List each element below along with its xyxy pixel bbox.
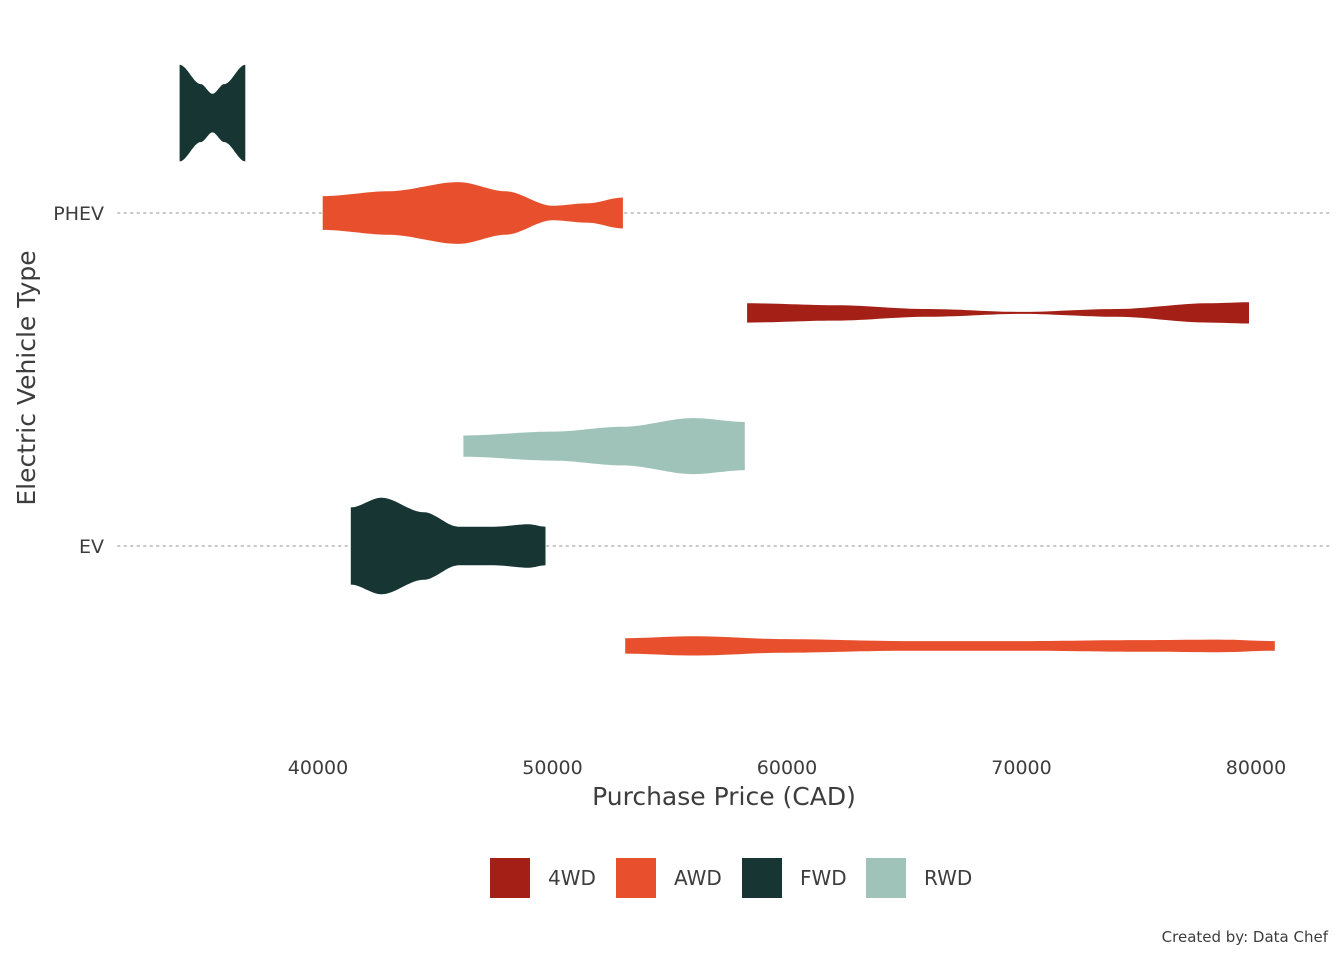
legend-label-4wd: 4WD <box>548 866 596 890</box>
x-tick-70000: 70000 <box>991 757 1051 779</box>
legend-swatch-fwd <box>742 858 782 898</box>
x-tick-80000: 80000 <box>1226 757 1286 779</box>
y-tick-labels: EV PHEV <box>53 203 104 558</box>
y-axis-title: Electric Vehicle Type <box>12 250 41 505</box>
violin-phev-fwd <box>179 64 246 162</box>
y-tick-ev: EV <box>79 536 104 558</box>
x-tick-labels: 40000 50000 60000 70000 80000 <box>288 757 1286 779</box>
legend-label-rwd: RWD <box>924 866 972 890</box>
legend-swatch-4wd <box>490 858 530 898</box>
legend-swatch-awd <box>616 858 656 898</box>
gridlines <box>117 212 1331 547</box>
legend-label-awd: AWD <box>674 866 722 890</box>
violin-phev-4wd <box>747 302 1249 324</box>
x-tick-60000: 60000 <box>757 757 817 779</box>
legend-swatch-rwd <box>866 858 906 898</box>
x-tick-40000: 40000 <box>288 757 348 779</box>
violin-ev-rwd <box>463 418 745 475</box>
violins <box>179 64 1275 656</box>
violin-ev-awd <box>625 636 1275 656</box>
legend: 4WD AWD FWD RWD <box>490 858 972 898</box>
legend-label-fwd: FWD <box>800 866 847 890</box>
x-axis-title: Purchase Price (CAD) <box>592 782 856 811</box>
x-tick-50000: 50000 <box>522 757 582 779</box>
violin-ev-fwd <box>350 497 546 595</box>
caption: Created by: Data Chef <box>1162 928 1329 946</box>
violin-phev-awd <box>322 182 623 244</box>
y-tick-phev: PHEV <box>53 203 104 225</box>
